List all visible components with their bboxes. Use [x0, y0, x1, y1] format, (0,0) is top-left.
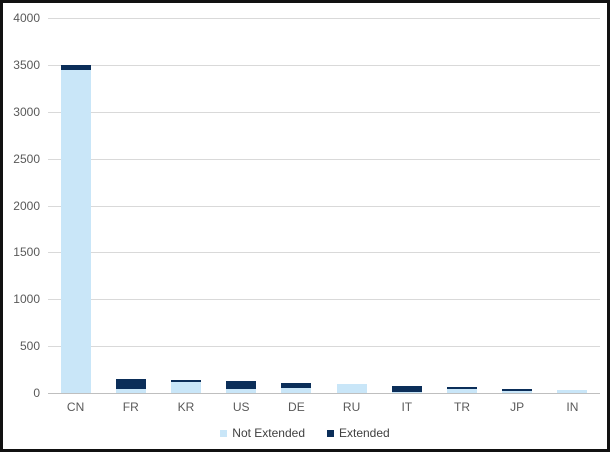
gridline-0 [48, 393, 600, 394]
gridline-1000 [48, 299, 600, 301]
bar-segment-it-extended [391, 385, 422, 392]
gridline-3000 [48, 111, 600, 113]
legend-item-not-extended: Not Extended [220, 426, 305, 440]
x-tick-label-de: DE [288, 400, 305, 414]
bar-segment-in-not-extended [557, 390, 588, 393]
x-tick-label-in: IN [566, 400, 579, 414]
bar-segment-de-extended [281, 383, 312, 388]
bar-tr [447, 387, 477, 393]
bar-us [226, 380, 257, 393]
bar-segment-de-not-extended [281, 387, 312, 393]
bar-segment-kr-extended [171, 380, 201, 382]
gridline-1500 [48, 252, 600, 254]
x-tick-label-kr: KR [177, 400, 195, 414]
x-tick-label-cn: CN [66, 400, 85, 414]
bar-cn [60, 64, 91, 393]
bar-segment-cn-not-extended [60, 69, 91, 393]
chart-legend: Not Extended Extended [3, 426, 607, 440]
bar-jp [502, 388, 533, 393]
bar-segment-fr-not-extended [115, 389, 146, 393]
bar-kr [171, 380, 201, 393]
y-tick-label: 3500 [13, 57, 40, 72]
gridline-4000 [48, 18, 600, 19]
gridline-3500 [48, 64, 600, 66]
bar-segment-tr-not-extended [447, 388, 477, 393]
bar-de [281, 383, 312, 393]
gridline-500 [48, 346, 600, 348]
legend-label: Not Extended [232, 426, 305, 440]
bar-segment-us-not-extended [226, 388, 257, 393]
x-tick-label-it: IT [401, 400, 413, 414]
legend-item-extended: Extended [327, 426, 390, 440]
y-tick-label: 3000 [13, 104, 40, 119]
y-tick-label: 500 [19, 339, 40, 354]
bar-segment-kr-not-extended [171, 381, 201, 393]
y-tick-label: 2000 [13, 198, 40, 213]
legend-swatch-icon [220, 429, 228, 437]
bar-segment-jp-not-extended [502, 391, 533, 393]
stacked-bar-chart: CN FR KR US DE RU IT TR JP IN Not Extended Extende… [3, 3, 607, 449]
bar-fr [115, 379, 146, 393]
x-tick-label-ru: RU [342, 400, 361, 414]
bar-segment-cn-extended [60, 64, 91, 70]
bar-segment-ru-not-extended [336, 384, 367, 393]
bar-segment-it-not-extended [391, 391, 422, 393]
legend-swatch-icon [327, 429, 334, 437]
bar-segment-fr-extended [115, 379, 146, 390]
x-tick-label-us: US [232, 400, 250, 414]
y-tick-label: 0 [33, 386, 40, 400]
y-tick-label: 1000 [13, 292, 40, 307]
gridline-2500 [48, 158, 600, 160]
x-tick-label-fr: FR [122, 400, 139, 414]
bar-it [391, 385, 422, 393]
bar-segment-tr-extended [447, 387, 477, 389]
bar-segment-us-extended [226, 380, 257, 389]
bar-in [557, 390, 588, 393]
x-tick-label-jp: JP [510, 400, 525, 414]
legend-label: Extended [339, 426, 390, 440]
plot-area [48, 18, 600, 394]
y-tick-label: 1500 [13, 245, 40, 260]
y-tick-label: 4000 [13, 11, 40, 25]
bar-ru [336, 384, 367, 393]
y-tick-label: 2500 [13, 151, 40, 166]
gridline-2000 [48, 205, 600, 207]
bar-segment-jp-extended [502, 388, 533, 392]
x-tick-label-tr: TR [454, 400, 470, 414]
